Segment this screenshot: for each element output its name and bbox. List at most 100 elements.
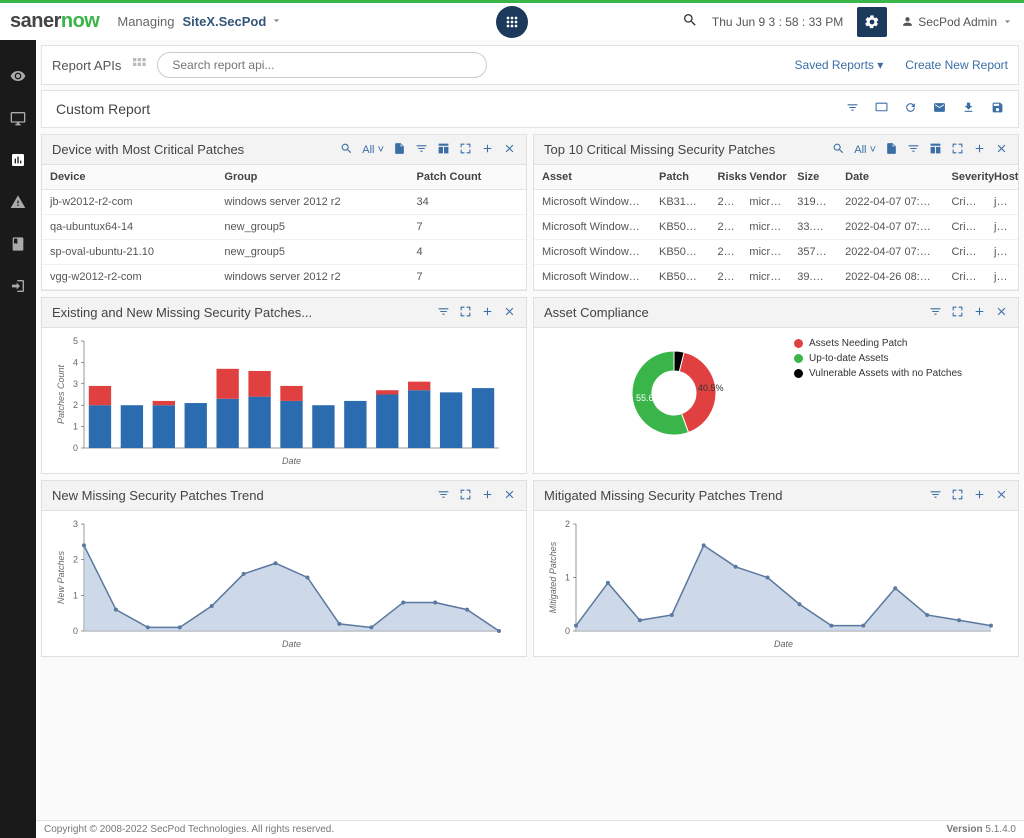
table-cell: Critical xyxy=(943,215,986,240)
mail-icon[interactable] xyxy=(933,101,946,117)
nav-book-icon[interactable] xyxy=(10,236,26,252)
expand-icon[interactable] xyxy=(459,488,472,504)
table-row[interactable]: Microsoft Windows Server 2...KB500672929… xyxy=(534,215,1018,240)
expand-icon[interactable] xyxy=(459,305,472,321)
table-cell: 294 xyxy=(710,190,742,215)
create-new-report-link[interactable]: Create New Report xyxy=(905,58,1008,72)
table-icon[interactable] xyxy=(437,142,450,158)
panel-title: New Missing Security Patches Trend xyxy=(52,488,264,503)
filter-icon[interactable] xyxy=(437,488,450,504)
download-icon[interactable] xyxy=(962,101,975,117)
filter-icon[interactable] xyxy=(437,305,450,321)
table-cell: 2022-04-26 08:38:15 AM UTC xyxy=(837,265,943,290)
apps-button[interactable] xyxy=(496,6,528,38)
custom-report-title: Custom Report xyxy=(56,101,150,117)
filter-icon[interactable] xyxy=(846,101,859,117)
filter-icon[interactable] xyxy=(929,305,942,321)
expand-icon[interactable] xyxy=(951,142,964,158)
column-header[interactable]: Device xyxy=(42,165,216,190)
close-icon[interactable] xyxy=(995,488,1008,504)
filter-icon[interactable] xyxy=(907,142,920,158)
close-icon[interactable] xyxy=(995,142,1008,158)
nav-alert-icon[interactable] xyxy=(10,194,26,210)
panels-grid: Device with Most Critical Patches All ˅ … xyxy=(36,128,1024,657)
column-header[interactable]: Patch Count xyxy=(409,165,526,190)
column-header[interactable]: Risks xyxy=(710,165,742,190)
column-header[interactable]: Size xyxy=(789,165,837,190)
svg-text:Date: Date xyxy=(774,639,793,649)
search-icon[interactable] xyxy=(832,142,845,158)
table-icon[interactable] xyxy=(929,142,942,158)
add-icon[interactable] xyxy=(973,305,986,321)
expand-icon[interactable] xyxy=(951,305,964,321)
column-header[interactable]: Asset xyxy=(534,165,651,190)
present-icon[interactable] xyxy=(875,101,888,117)
search-icon[interactable] xyxy=(340,142,353,158)
panel-title: Mitigated Missing Security Patches Trend xyxy=(544,488,782,503)
user-menu[interactable]: SecPod Admin xyxy=(901,15,1014,29)
chevron-down-icon[interactable] xyxy=(270,14,283,30)
legend-label: Vulnerable Assets with no Patches xyxy=(809,368,962,379)
table-cell: KB5006729 xyxy=(651,215,710,240)
add-icon[interactable] xyxy=(481,142,494,158)
version-label: Version xyxy=(946,824,982,835)
expand-icon[interactable] xyxy=(459,142,472,158)
nav-logout-icon[interactable] xyxy=(10,278,26,294)
search-icon[interactable] xyxy=(682,12,698,31)
filter-icon[interactable] xyxy=(929,488,942,504)
nav-visibility-icon[interactable] xyxy=(10,68,26,84)
settings-button[interactable] xyxy=(857,7,887,37)
filter-icon[interactable] xyxy=(415,142,428,158)
close-icon[interactable] xyxy=(995,305,1008,321)
stacked-bar-chart: 012345Patches CountDate xyxy=(54,336,504,466)
legend-label: Assets Needing Patch xyxy=(809,338,907,349)
area-chart: 012Mitigated PatchesDate xyxy=(546,519,996,649)
table-row[interactable]: vgg-w2012-r2-comwindows server 2012 r27 xyxy=(42,265,526,290)
expand-icon[interactable] xyxy=(951,488,964,504)
user-name: SecPod Admin xyxy=(918,15,997,29)
close-icon[interactable] xyxy=(503,305,516,321)
table-row[interactable]: qa-ubuntux64-14new_group57 xyxy=(42,215,526,240)
search-input[interactable] xyxy=(157,52,487,78)
table-row[interactable]: Microsoft Windows Server 2...KB316194929… xyxy=(534,190,1018,215)
file-icon[interactable] xyxy=(885,142,898,158)
svg-text:2: 2 xyxy=(565,519,570,529)
close-icon[interactable] xyxy=(503,488,516,504)
table-cell: microsoft xyxy=(741,215,789,240)
column-header[interactable]: Vendor xyxy=(741,165,789,190)
save-icon[interactable] xyxy=(991,101,1004,117)
panel-top10-critical: Top 10 Critical Missing Security Patches… xyxy=(533,134,1019,291)
grid-view-icon[interactable] xyxy=(131,56,147,75)
logo[interactable]: sanernow xyxy=(10,10,99,33)
site-selector[interactable]: SiteX.SecPod xyxy=(182,14,266,29)
table-row[interactable]: Microsoft Windows Server 2...KB500959529… xyxy=(534,240,1018,265)
panel-title: Top 10 Critical Missing Security Patches xyxy=(544,142,775,157)
footer: Copyright © 2008-2022 SecPod Technologie… xyxy=(36,820,1024,838)
column-header[interactable]: Group xyxy=(216,165,408,190)
report-api-bar: Report APIs Saved Reports ▾ Create New R… xyxy=(41,45,1019,85)
panel-new-patches-trend: New Missing Security Patches Trend 0123N… xyxy=(41,480,527,657)
column-header[interactable]: Severity xyxy=(943,165,986,190)
add-icon[interactable] xyxy=(973,142,986,158)
add-icon[interactable] xyxy=(481,305,494,321)
all-dropdown[interactable]: All ˅ xyxy=(362,144,384,156)
table-cell: KB5009595 xyxy=(651,240,710,265)
add-icon[interactable] xyxy=(973,488,986,504)
nav-monitor-icon[interactable] xyxy=(10,110,26,126)
column-header[interactable]: Date xyxy=(837,165,943,190)
panel-device-critical-patches: Device with Most Critical Patches All ˅ … xyxy=(41,134,527,291)
panel-title: Existing and New Missing Security Patche… xyxy=(52,305,312,320)
saved-reports-link[interactable]: Saved Reports ▾ xyxy=(795,58,884,72)
add-icon[interactable] xyxy=(481,488,494,504)
refresh-icon[interactable] xyxy=(904,101,917,117)
table-row[interactable]: sp-oval-ubuntu-21.10new_group54 xyxy=(42,240,526,265)
column-header[interactable]: Patch xyxy=(651,165,710,190)
table-row[interactable]: jb-w2012-r2-comwindows server 2012 r234 xyxy=(42,190,526,215)
all-dropdown[interactable]: All ˅ xyxy=(854,144,876,156)
file-icon[interactable] xyxy=(393,142,406,158)
nav-report-icon[interactable] xyxy=(10,152,26,168)
table-row[interactable]: Microsoft Windows Server 2...KB501263929… xyxy=(534,265,1018,290)
table-cell: 319.3 KiB xyxy=(789,190,837,215)
svg-text:New Patches: New Patches xyxy=(56,550,66,604)
close-icon[interactable] xyxy=(503,142,516,158)
